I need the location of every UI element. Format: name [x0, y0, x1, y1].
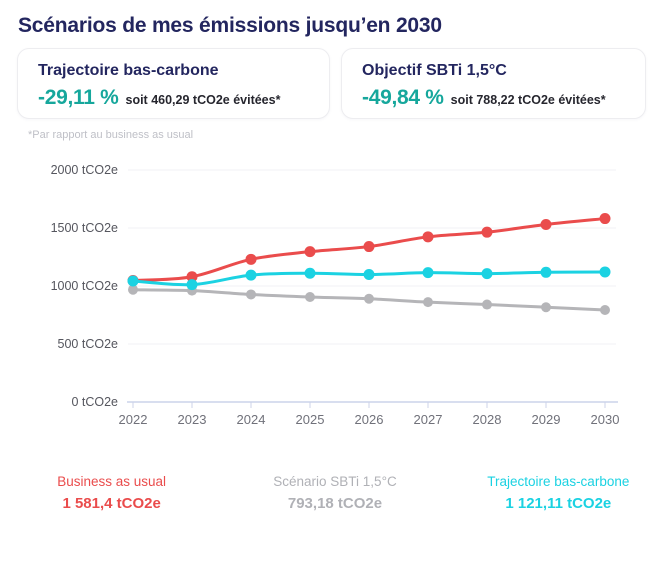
kpi-detail-text: soit 788,22 tCO2e évitées*: [450, 93, 606, 107]
kpi-card-objectif-sbti: Objectif SBTi 1,5°C -49,84 % soit 788,22…: [341, 48, 646, 119]
data-point-Business as usual-2029[interactable]: [540, 219, 552, 231]
x-axis-tick-label: 2030: [591, 412, 620, 427]
data-point-Scénario SBTi 1,5°C-2028[interactable]: [482, 299, 492, 310]
kpi-cards-row: Trajectoire bas-carbone -29,11 % soit 46…: [17, 48, 646, 119]
legend-value: 793,18 tCO2e: [287, 495, 383, 512]
data-point-Trajectoire bas-carbone-2023[interactable]: [186, 279, 198, 291]
data-point-Trajectoire bas-carbone-2022[interactable]: [127, 275, 139, 287]
kpi-card-title: Objectif SBTi 1,5°C: [362, 62, 507, 79]
emissions-scenarios-panel: Scénarios de mes émissions jusqu’en 2030…: [0, 14, 670, 512]
footnote: *Par rapport au business as usual: [28, 129, 194, 141]
data-point-Trajectoire bas-carbone-2026[interactable]: [363, 269, 375, 281]
x-axis-tick-label: 2022: [119, 412, 148, 427]
data-point-Trajectoire bas-carbone-2029[interactable]: [540, 266, 552, 278]
kpi-card-value-row: -29,11 % soit 460,29 tCO2e évitées*: [38, 86, 309, 110]
data-point-Business as usual-2028[interactable]: [481, 226, 493, 238]
x-axis-tick-label: 2029: [532, 412, 561, 427]
data-point-Business as usual-2026[interactable]: [363, 241, 375, 253]
data-point-Business as usual-2027[interactable]: [422, 231, 434, 243]
emissions-line-chart[interactable]: 0 tCO2e 500 tCO2e 1000 tCO2e 1500 tCO2e 2000…: [18, 155, 670, 432]
x-axis-tick-label: 2025: [296, 412, 325, 427]
kpi-detail-text: soit 460,29 tCO2e évitées*: [125, 93, 281, 107]
kpi-percent-value: -49,84 %: [362, 86, 444, 109]
legend-label: Scénario SBTi 1,5°C: [273, 474, 397, 489]
data-point-Scénario SBTi 1,5°C-2025[interactable]: [305, 292, 315, 303]
page-title: Scénarios de mes émissions jusqu’en 2030: [18, 14, 442, 37]
data-point-Business as usual-2025[interactable]: [304, 246, 316, 258]
legend-item-business-as-usual: Business as usual 1 581,4 tCO2e: [0, 474, 223, 512]
x-axis-tick-label: 2024: [237, 412, 266, 427]
data-point-Scénario SBTi 1,5°C-2030[interactable]: [600, 304, 610, 315]
data-point-Trajectoire bas-carbone-2025[interactable]: [304, 267, 316, 279]
y-axis-tick-label: 2000 tCO2e: [51, 163, 118, 177]
legend-value: 1 581,4 tCO2e: [62, 495, 161, 512]
data-point-Business as usual-2024[interactable]: [245, 253, 257, 265]
kpi-card-title: Trajectoire bas-carbone: [38, 62, 219, 79]
data-point-Business as usual-2023[interactable]: [186, 271, 198, 283]
x-axis-tick-label: 2026: [355, 412, 384, 427]
y-axis-tick-label: 500 tCO2e: [58, 337, 119, 351]
chart-canvas[interactable]: 0 tCO2e 500 tCO2e 1000 tCO2e 1500 tCO2e 2000…: [18, 155, 652, 432]
data-point-Scénario SBTi 1,5°C-2026[interactable]: [364, 293, 374, 304]
legend-item-scenario-sbti: Scénario SBTi 1,5°C 793,18 tCO2e: [223, 474, 446, 512]
y-axis-tick-label: 1500 tCO2e: [51, 221, 118, 235]
x-axis-tick-label: 2028: [473, 412, 502, 427]
kpi-card-trajectoire-bas-carbone: Trajectoire bas-carbone -29,11 % soit 46…: [17, 48, 330, 119]
kpi-card-value-row: -49,84 % soit 788,22 tCO2e évitées*: [362, 86, 625, 110]
data-point-Scénario SBTi 1,5°C-2027[interactable]: [423, 297, 433, 308]
data-point-Trajectoire bas-carbone-2028[interactable]: [481, 268, 493, 280]
legend-item-trajectoire-bas-carbone: Trajectoire bas-carbone 1 121,11 tCO2e: [447, 474, 670, 512]
kpi-percent-value: -29,11 %: [38, 86, 119, 109]
legend-label: Business as usual: [57, 474, 167, 489]
data-point-Business as usual-2030[interactable]: [599, 213, 611, 225]
chart-legend: Business as usual 1 581,4 tCO2e Scénario…: [0, 474, 670, 512]
data-point-Scénario SBTi 1,5°C-2024[interactable]: [246, 289, 256, 300]
data-point-Trajectoire bas-carbone-2024[interactable]: [245, 269, 257, 281]
y-axis-tick-label: 1000 tCO2e: [51, 279, 118, 293]
data-point-Trajectoire bas-carbone-2030[interactable]: [599, 266, 611, 278]
legend-label: Trajectoire bas-carbone: [487, 474, 630, 489]
data-point-Scénario SBTi 1,5°C-2029[interactable]: [541, 302, 551, 313]
legend-value: 1 121,11 tCO2e: [505, 495, 612, 512]
x-axis-tick-label: 2027: [414, 412, 443, 427]
data-point-Scénario SBTi 1,5°C-2022[interactable]: [128, 284, 138, 295]
data-point-Trajectoire bas-carbone-2027[interactable]: [422, 267, 434, 279]
y-axis-tick-label: 0 tCO2e: [71, 395, 118, 409]
x-axis-tick-label: 2023: [178, 412, 207, 427]
